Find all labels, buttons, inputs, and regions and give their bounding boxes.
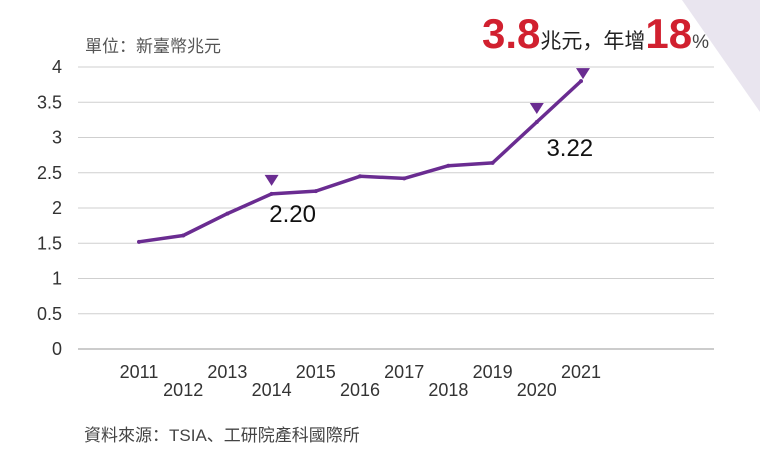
x-tick-label: 2018: [428, 380, 468, 400]
headline: 3.8兆元，年增18%: [482, 10, 709, 58]
x-tick-label: 2021: [561, 362, 601, 382]
source-note: 資料來源：TSIA、工研院產科國際所: [84, 426, 360, 445]
marker-triangle: [529, 102, 544, 114]
data-point: [137, 239, 141, 244]
data-point: [490, 160, 495, 165]
y-tick-label: 0.5: [37, 304, 62, 324]
data-point: [181, 233, 186, 238]
headline-growth: 18: [645, 10, 693, 57]
y-tick-label: 3.5: [37, 92, 62, 112]
x-tick-label: 2017: [384, 362, 424, 382]
unit-label: 單位：新臺幣兆元: [85, 37, 221, 56]
x-tick-label: 2015: [296, 362, 336, 382]
headline-unit: 兆元，年增: [540, 30, 646, 53]
y-tick-label: 3: [52, 128, 62, 148]
marker-triangle: [576, 68, 590, 80]
headline-pct: %: [692, 32, 710, 53]
x-tick-label: 2012: [163, 380, 203, 400]
y-tick-label: 0: [52, 339, 62, 359]
data-label: 3.22: [546, 135, 593, 162]
data-point: [313, 189, 318, 194]
data-point: [358, 174, 362, 179]
x-tick-label: 2020: [517, 380, 557, 400]
data-point: [579, 79, 583, 84]
y-tick-label: 2.5: [37, 163, 62, 183]
data-point: [225, 211, 230, 216]
x-tick-label: 2019: [473, 362, 513, 382]
y-tick-label: 4: [52, 57, 62, 77]
x-tick-label: 2016: [340, 380, 380, 400]
y-tick-label: 2: [52, 198, 62, 218]
data-point: [446, 163, 451, 168]
x-tick-label: 2011: [120, 362, 159, 382]
x-tick-label: 2014: [252, 380, 292, 400]
data-point: [269, 191, 274, 196]
data-point: [534, 119, 539, 124]
headline-value: 3.8: [482, 10, 541, 57]
data-point: [402, 176, 407, 181]
marker-triangle: [264, 174, 279, 186]
y-tick-label: 1: [52, 269, 62, 289]
corner-triangle: [682, 0, 760, 112]
series-line: [137, 79, 583, 244]
y-tick-label: 1.5: [37, 233, 62, 253]
x-tick-label: 2013: [207, 362, 247, 382]
data-label: 2.20: [269, 201, 316, 228]
